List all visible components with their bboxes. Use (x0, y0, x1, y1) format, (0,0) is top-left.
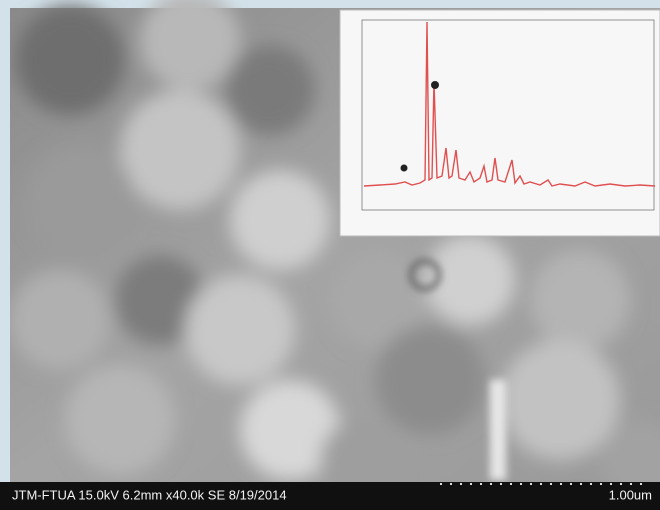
sem-screenshot: JTM-FTUA 15.0kV 6.2mm x40.0k SE 8/19/201… (0, 0, 660, 510)
scale-label: 1.00um (609, 487, 652, 502)
info-text: JTM-FTUA 15.0kV 6.2mm x40.0k SE 8/19/201… (12, 487, 287, 502)
xrd-inset (340, 10, 660, 236)
info-bar: JTM-FTUA 15.0kV 6.2mm x40.0k SE 8/19/201… (0, 482, 660, 510)
